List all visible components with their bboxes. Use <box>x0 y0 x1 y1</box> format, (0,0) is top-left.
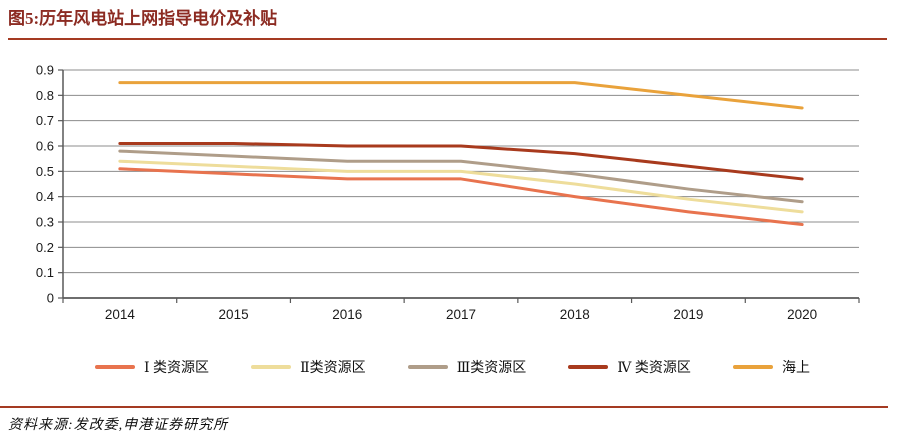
series-line-2 <box>118 149 804 204</box>
y-tick-label: 0.3 <box>36 215 54 230</box>
y-tick-label: 0.1 <box>36 265 54 280</box>
legend-item-2: Ⅲ类资源区 <box>407 357 527 377</box>
x-tick-label: 2014 <box>105 307 136 322</box>
chart-canvas: 0.9 0.8 0.7 0.6 0.5 0.4 0.3 0.2 0.1 0 2014 2015 2016… <box>36 63 860 322</box>
series-line-0 <box>118 167 804 227</box>
legend-label: Ⅱ类资源区 <box>300 361 366 376</box>
legend-line-swatch <box>568 365 609 369</box>
x-tick-label: 2020 <box>787 307 817 322</box>
y-tick-label: 0.7 <box>36 113 54 128</box>
series-line-1 <box>118 159 804 214</box>
figure-title: 图5:历年风电站上网指导电价及补贴 <box>8 9 278 28</box>
legend-item-4: 海上 <box>733 357 810 377</box>
y-tick-label: 0.8 <box>36 88 54 103</box>
y-tick-label: 0.2 <box>36 240 54 255</box>
series-line-3 <box>118 141 804 181</box>
y-tick-label: 0.5 <box>36 164 54 179</box>
legend-line-swatch <box>407 365 448 369</box>
source-note: 资料来源:发改委,申港证券研究所 <box>8 418 229 433</box>
legend-label: Ⅲ类资源区 <box>456 361 527 376</box>
line-chart: 0.9 0.8 0.7 0.6 0.5 0.4 0.3 0.2 0.1 0 2014 2015 2016… <box>0 56 907 331</box>
legend-item-1: Ⅱ类资源区 <box>251 357 366 377</box>
chart-legend: Ⅰ 类资源区 Ⅱ类资源区 Ⅲ类资源区 Ⅳ 类资源区 海上 <box>95 354 810 380</box>
legend-line-swatch <box>95 365 135 369</box>
legend-label: 海上 <box>782 361 810 376</box>
legend-item-0: Ⅰ 类资源区 <box>95 357 209 377</box>
y-tick-label: 0.9 <box>36 63 54 78</box>
x-tick-label: 2015 <box>219 307 249 322</box>
legend-label: Ⅰ 类资源区 <box>144 361 210 376</box>
x-tick-label: 2019 <box>673 307 703 322</box>
legend-item-3: Ⅳ 类资源区 <box>568 357 691 377</box>
y-tick-label: 0 <box>47 291 54 306</box>
y-tick-label: 0.6 <box>36 139 54 154</box>
legend-line-swatch <box>733 365 773 369</box>
x-tick-label: 2016 <box>332 307 362 322</box>
x-tick-label: 2018 <box>560 307 590 322</box>
title-rule <box>8 38 887 40</box>
x-tick-label: 2017 <box>446 307 476 322</box>
legend-label: Ⅳ 类资源区 <box>617 361 691 376</box>
y-tick-label: 0.4 <box>36 189 54 204</box>
footer-rule <box>0 406 888 408</box>
series-line-4 <box>118 81 804 110</box>
legend-line-swatch <box>251 365 292 369</box>
